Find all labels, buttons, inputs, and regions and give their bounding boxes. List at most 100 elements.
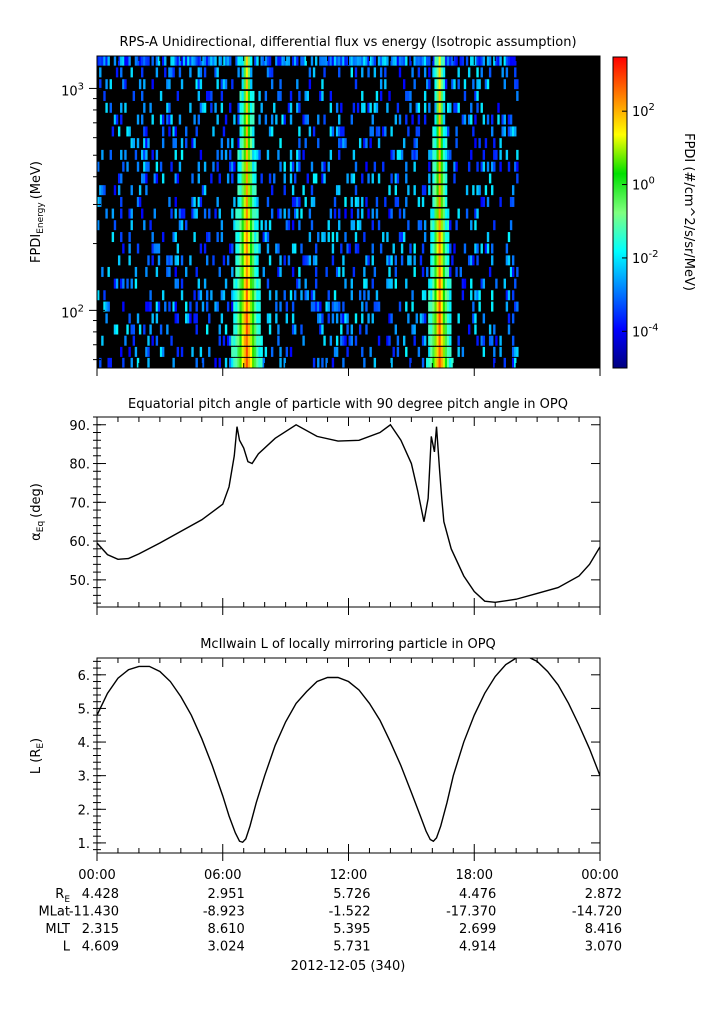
colorbar-tick-label-1: 10-2 (632, 249, 659, 267)
mcilwain-ytick-label-0: 1. (78, 837, 90, 852)
spectrogram-cell-22 (105, 301, 108, 312)
spectrogram-cell-1237 (415, 102, 418, 113)
spectrogram-cell-244 (176, 313, 180, 324)
spectrogram-cell-540 (243, 278, 247, 289)
spectrogram-cell-1377 (436, 114, 439, 125)
spectrogram-cell-427 (231, 161, 234, 172)
spectrogram-cell-1164 (394, 255, 398, 266)
spectrogram-cell-799 (287, 220, 291, 231)
spectrogram-cell-715 (260, 346, 263, 357)
spectrogram-cell-49 (117, 185, 121, 196)
spectrogram-cell-688 (256, 324, 259, 335)
spectrogram-cell-263 (180, 149, 184, 160)
spectrogram-cell-854 (302, 149, 305, 160)
spectrogram-cell-873 (308, 126, 312, 137)
spectrogram-cell-672 (254, 278, 257, 289)
spectrogram-cell-1623 (484, 243, 488, 254)
spectrogram-cell-907 (319, 90, 322, 101)
spectrogram-cell-659 (252, 149, 255, 160)
spectrogram-cell-482 (239, 346, 242, 357)
spectrogram-cell-1005 (346, 313, 349, 324)
spectrogram-cell-1018 (350, 196, 353, 207)
spectrogram-cell-1239 (417, 346, 421, 357)
spectrogram-cell-208 (168, 266, 171, 277)
spectrogram-cell-1400 (438, 161, 442, 172)
spectrogram-cell-943 (331, 357, 335, 368)
spectrogram-cell-1082 (367, 67, 370, 78)
spectrogram-cell-1312 (432, 290, 435, 301)
spectrogram-cell-653 (252, 220, 255, 231)
spectrogram-cell-954 (333, 208, 337, 219)
spectrogram-cell-728 (264, 114, 268, 125)
spectrogram-cell-1048 (358, 138, 362, 149)
spectrogram-cell-648 (252, 278, 255, 289)
spectrogram-cell-1291 (430, 357, 433, 368)
spectrogram-cell-1614 (482, 346, 486, 357)
spectrogram-cell-1073 (365, 161, 368, 172)
spectrogram-cell-1385 (438, 335, 442, 346)
spectrogram-cell-1532 (455, 138, 458, 149)
spectrogram-cell-288 (191, 138, 194, 149)
spectrogram-cell-480 (237, 56, 240, 66)
spectrogram-cell-1113 (377, 335, 381, 346)
spectrogram-cell-271 (185, 266, 188, 277)
spectrogram-cell-1039 (356, 243, 360, 254)
spectrogram-cell-387 (220, 138, 224, 149)
spectrogram-cell-1380 (436, 79, 439, 90)
spectrogram-cell-1444 (442, 278, 446, 289)
spectrogram-cell-29 (107, 266, 110, 277)
spectrogram-cell-1150 (390, 278, 393, 289)
spectrogram-cell-1417 (440, 278, 444, 289)
spectrogram-cell-1254 (421, 290, 425, 301)
spectrogram-cell-981 (340, 243, 343, 254)
spectrogram-cell-1134 (386, 335, 389, 346)
spectrogram-cell-1261 (423, 313, 427, 324)
spectrogram-cell-1423 (440, 208, 444, 219)
pitch-angle-ytick-label-3: 80. (69, 458, 90, 473)
spectrogram-cell-342 (205, 255, 209, 266)
spectrogram-cell-344 (205, 90, 209, 101)
spectrogram-cell-925 (325, 357, 328, 368)
spectrogram-cell-467 (237, 243, 240, 254)
spectrogram-cell-1438 (442, 346, 446, 357)
spectrogram-cell-465 (237, 266, 240, 277)
spectrogram-cell-1445 (442, 266, 446, 277)
spectrogram-cell-722 (262, 266, 265, 277)
spectrogram-cell-30 (107, 56, 110, 66)
spectrogram-cell-1435 (440, 67, 444, 78)
spectrogram-cell-993 (342, 126, 345, 137)
spectrogram-cell-168 (153, 243, 156, 254)
spectrogram-cell-1542 (457, 67, 460, 78)
spectrogram-cell-638 (249, 79, 253, 90)
spectrogram-cell-477 (237, 114, 240, 125)
spectrogram-cell-555 (243, 102, 247, 113)
spectrogram-cell-1717 (514, 161, 517, 172)
spectrogram-cell-355 (210, 90, 213, 101)
spectrogram-cell-1222 (413, 335, 416, 346)
spectrogram-cell-1528 (453, 56, 456, 66)
spectrogram-cell-1228 (413, 161, 416, 172)
spectrogram-cell-1359 (436, 324, 439, 335)
time-label-4: 00:00 (581, 868, 618, 883)
spectrogram-cell-741 (268, 290, 272, 301)
spectrogram-cell-413 (229, 243, 232, 254)
spectrogram-cell-1559 (467, 255, 471, 266)
spectrogram-cell-1253 (421, 313, 425, 324)
spectrogram-cell-1676 (503, 126, 506, 137)
spectrogram-cell-373 (216, 79, 219, 90)
spectrogram-cell-1633 (486, 56, 490, 66)
spectrogram-cell-1355 (434, 56, 437, 66)
spectrogram-cells (97, 56, 600, 368)
spectrogram-cell-150 (147, 255, 150, 266)
spectrogram-cell-1509 (449, 313, 452, 324)
spectrogram-cell-109 (136, 196, 140, 207)
spectrogram-cell-945 (331, 301, 335, 312)
spectrogram-cell-533 (243, 357, 247, 368)
spectrogram-cell-277 (187, 56, 190, 66)
spectrogram-cell-902 (317, 138, 320, 149)
spectrogram-cell-604 (247, 161, 251, 172)
spectrogram-cell-1389 (438, 290, 442, 301)
spectrogram-cell-456 (235, 56, 238, 66)
spectrogram-cell-333 (203, 208, 207, 219)
spectrogram-cell-354 (210, 102, 213, 113)
